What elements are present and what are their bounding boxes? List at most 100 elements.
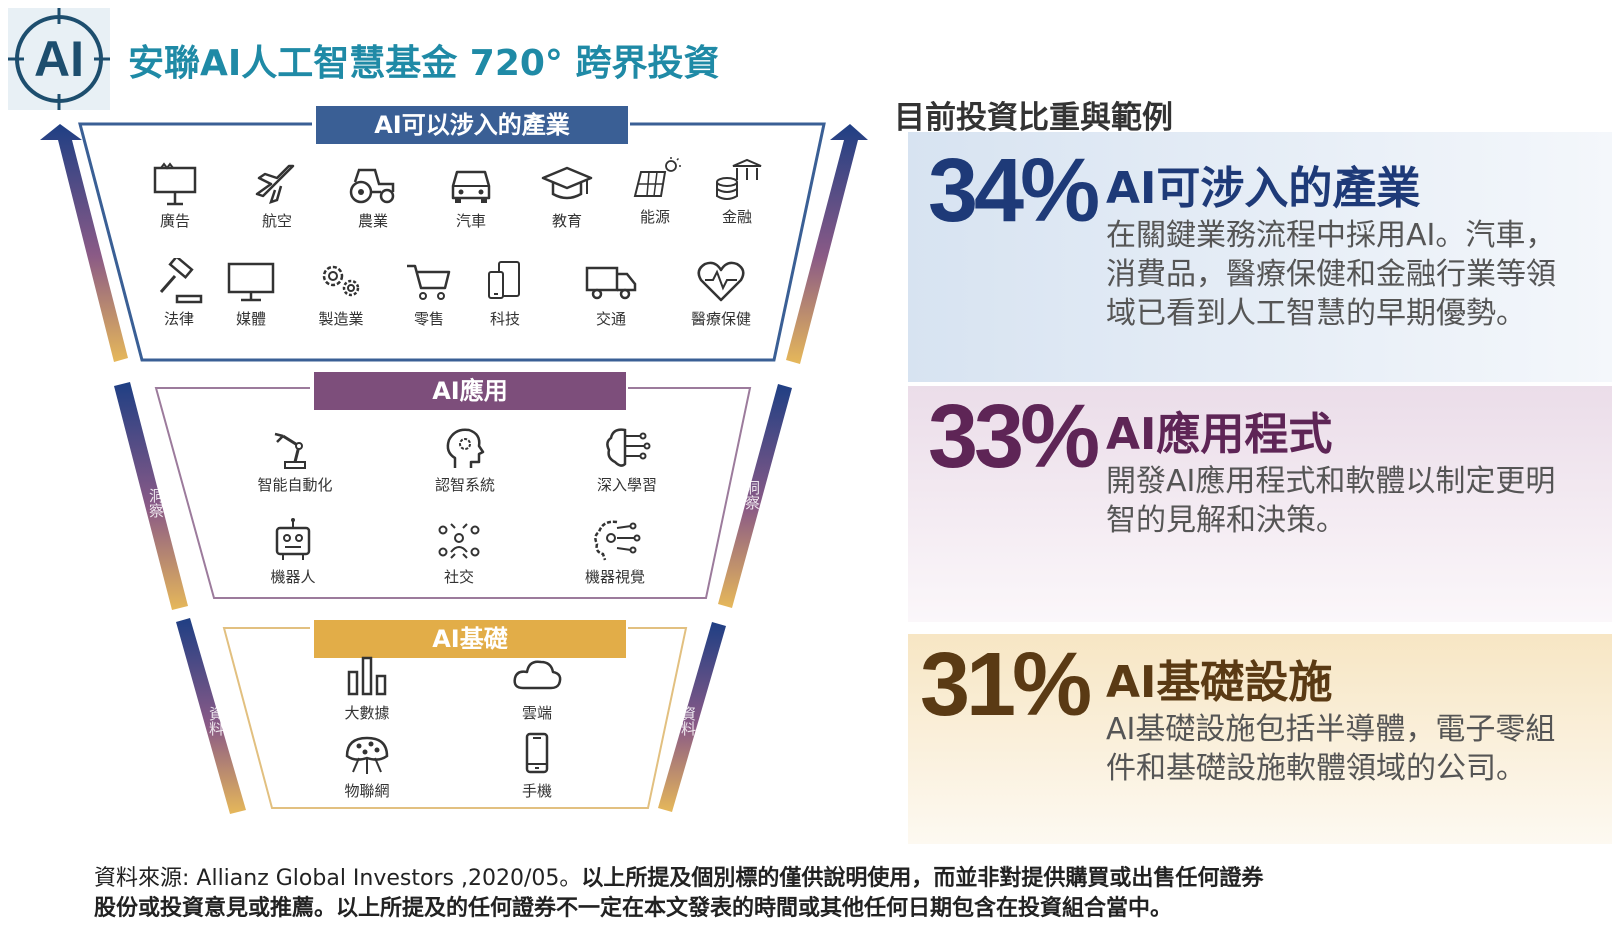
- cloud-icon: [513, 660, 562, 690]
- industry-technology: 科技: [460, 258, 550, 329]
- solar-panel-icon: [633, 157, 681, 197]
- infrastructure-frame: [222, 627, 688, 809]
- industry-retail: 零售: [384, 258, 474, 329]
- industry-label: 教育: [551, 212, 582, 230]
- robot-icon: [275, 518, 311, 560]
- industry-healthcare: 醫療保健: [676, 258, 766, 329]
- app-label: 機器人: [270, 568, 316, 586]
- head-circuit-icon: [594, 520, 641, 561]
- industry-label: 零售: [413, 310, 444, 328]
- side-label-insight-right: 洞察: [743, 480, 761, 510]
- graduation-cap-icon: [541, 166, 593, 200]
- percent-value: 34%: [928, 141, 1100, 241]
- industry-law: 法律: [134, 258, 224, 329]
- source-footer: 資料來源: Allianz Global Investors ,2020/05。…: [94, 864, 1544, 924]
- tractor-icon: [349, 168, 395, 204]
- industry-label: 媒體: [235, 310, 266, 328]
- panel-description: 開發AI應用程式和軟體以制定更明智的見解和決策。: [1106, 464, 1556, 538]
- app-label: 社交: [443, 568, 474, 586]
- industry-education: 教育: [522, 160, 612, 231]
- right-arrow-middle: [718, 384, 792, 608]
- industry-label: 能源: [639, 208, 670, 226]
- panel-title: AI可涉入的產業: [1106, 163, 1421, 214]
- industry-label: 汽車: [455, 212, 486, 230]
- industry-finance: 金融: [692, 156, 782, 227]
- side-label-insight-left: 洞察: [147, 488, 165, 518]
- percent-value: 33%: [928, 387, 1100, 487]
- industry-label: 科技: [489, 310, 520, 328]
- funnel-frame: [40, 122, 868, 814]
- app-smart-automation: 智能自動化: [250, 424, 340, 495]
- applications-frame: [154, 387, 752, 599]
- left-arrow-bottom: [176, 618, 246, 814]
- industry-label: 農業: [357, 212, 388, 230]
- left-arrow-middle: [114, 382, 188, 610]
- infra-label: 物聯網: [344, 782, 390, 800]
- industry-label: 製造業: [318, 310, 364, 328]
- industry-label: 金融: [721, 208, 752, 226]
- industry-agriculture: 農業: [328, 160, 418, 231]
- infra-label: 手機: [521, 782, 552, 800]
- gavel-icon: [159, 258, 203, 304]
- panel-title: AI應用程式: [1106, 409, 1333, 460]
- side-label-data-right: 資料: [679, 706, 697, 736]
- airplane-icon: [255, 164, 295, 204]
- industry-label: 航空: [261, 212, 292, 230]
- bank-coins-icon: [716, 158, 762, 200]
- disclaimer-line-1: 以上所提及個別標的僅供說明使用，而並非對提供購買或出售任何證券: [581, 866, 1264, 891]
- phone-icon: [525, 732, 549, 774]
- app-label: 認智系統: [434, 476, 495, 494]
- app-label: 智能自動化: [257, 476, 333, 494]
- industry-media: 媒體: [206, 258, 296, 329]
- industry-energy: 能源: [610, 156, 700, 227]
- app-deep-learning: 深入學習: [582, 424, 672, 495]
- infra-label: 大數據: [344, 704, 390, 722]
- investment-heading: 目前投資比重與範例: [894, 100, 1173, 136]
- industry-advertising: 廣告: [130, 160, 220, 231]
- industries-frame: [78, 122, 826, 362]
- investment-panel-industries: 34% AI可涉入的產業 在關鍵業務流程中採用AI。汽車，消費品，醫療保健和金融…: [908, 132, 1612, 382]
- industry-label: 交通: [595, 310, 626, 328]
- right-arrow-top: [786, 124, 868, 364]
- shopping-cart-icon: [407, 264, 451, 300]
- industry-transport: 交通: [566, 258, 656, 329]
- percent-value: 31%: [920, 635, 1092, 735]
- logo-text: AI: [34, 31, 84, 87]
- page-title: 安聯AI人工智慧基金 720° 跨界投資: [128, 43, 720, 84]
- ai-funnel-diagram: 洞察 洞察 資料 資料 AI可以涉入的產業 AI應用 AI基礎 廣告 航空 農業…: [0, 0, 880, 840]
- crosshair-logo-icon: AI: [8, 8, 110, 110]
- app-label: 機器視覺: [584, 568, 645, 586]
- industry-aviation: 航空: [232, 160, 322, 231]
- industry-label: 醫療保健: [690, 310, 751, 328]
- robot-arm-icon: [274, 432, 306, 469]
- truck-icon: [585, 266, 637, 300]
- app-label: 深入學習: [596, 476, 657, 494]
- industry-automotive: 汽車: [426, 160, 516, 231]
- head-gear-icon: [446, 428, 485, 468]
- industry-label: 法律: [163, 310, 194, 328]
- app-machine-vision: 機器視覺: [570, 516, 660, 587]
- brain-circuit-icon: [606, 428, 651, 467]
- app-cognitive-systems: 認智系統: [420, 424, 510, 495]
- panel-description: AI基礎設施包括半導體，電子零組件和基礎設施軟體領域的公司。: [1106, 712, 1556, 786]
- app-robots: 機器人: [248, 516, 338, 587]
- iot-globe-icon: [345, 736, 389, 774]
- industry-manufacturing: 製造業: [296, 258, 386, 329]
- left-arrow-top: [40, 124, 128, 362]
- infra-cloud: 雲端: [492, 652, 582, 723]
- people-network-icon: [438, 523, 480, 559]
- right-arrow-bottom: [658, 622, 726, 812]
- infra-big-data: 大數據: [322, 652, 412, 723]
- disclaimer-line-2: 股份或投資意見或推薦。以上所提及的任何證券不一定在本文發表的時間或其他任何日期包…: [94, 896, 1173, 921]
- car-icon: [451, 170, 491, 203]
- billboard-icon: [153, 162, 197, 206]
- gears-icon: [322, 265, 360, 297]
- applications-header: AI應用: [314, 372, 626, 410]
- industries-header: AI可以涉入的產業: [316, 106, 628, 144]
- investment-panel-infrastructure: 31% AI基礎設施 AI基礎設施包括半導體，電子零組件和基礎設施軟體領域的公司…: [908, 634, 1612, 844]
- infrastructure-header: AI基礎: [314, 620, 626, 658]
- industry-label: 廣告: [159, 212, 190, 230]
- monitor-icon: [227, 262, 275, 302]
- infra-iot: 物聯網: [322, 730, 412, 801]
- devices-icon: [488, 261, 520, 299]
